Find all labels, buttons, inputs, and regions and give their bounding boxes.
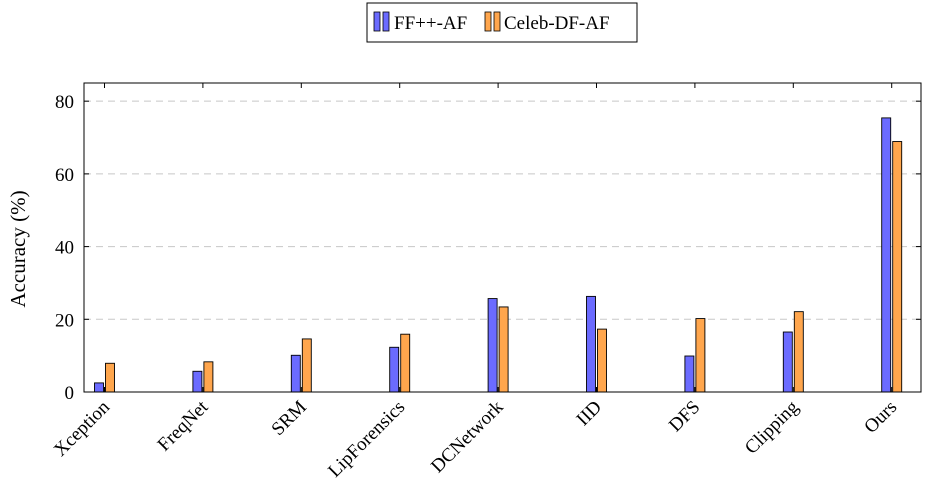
bar-ffpp-af [881, 117, 892, 393]
legend-swatch-ffpp-af [373, 11, 381, 32]
bar-ffpp-af [487, 298, 498, 393]
bar-celeb-df-af [793, 311, 804, 393]
gridlines [84, 100, 921, 320]
legend-label-celeb-df-af: Celeb-DF-AF [504, 13, 610, 34]
y-axis-title: Accuracy (%) [6, 190, 30, 307]
x-tick-label: FreqNet [154, 396, 213, 455]
bar-ffpp-af [290, 354, 301, 393]
y-tick-label: 80 [55, 92, 74, 113]
bar-ffpp-af [586, 295, 596, 393]
bar-ffpp-af [684, 355, 695, 393]
plot-frame [83, 82, 922, 393]
x-tick-label: Clipping [741, 396, 803, 458]
x-tick-label: LipForensics [324, 397, 409, 482]
bar-celeb-df-af [203, 361, 214, 393]
y-tick-label: 60 [55, 165, 74, 186]
bar-celeb-df-af [498, 306, 509, 393]
x-tick-label: SRM [268, 397, 311, 440]
x-tick-label: DFS [665, 397, 704, 436]
y-tick-label: 40 [55, 238, 74, 259]
bar-ffpp-af [94, 382, 104, 393]
legend-box [366, 2, 638, 43]
legend: FF++-AF Celeb-DF-AF [366, 2, 638, 43]
legend-label-ffpp-af: FF++-AF [394, 13, 467, 34]
y-axis-ticks: 0 20 40 60 80 [55, 92, 921, 404]
bars [94, 117, 903, 393]
legend-swatch-celeb-df-af [484, 11, 492, 32]
bar-celeb-df-af [695, 318, 706, 393]
y-tick-label: 20 [55, 310, 74, 331]
bar-ffpp-af [192, 370, 203, 393]
legend-swatch-celeb-df-af [493, 11, 501, 32]
bar-celeb-df-af [105, 362, 115, 393]
bar-celeb-df-af [301, 338, 312, 393]
bar-celeb-df-af [892, 141, 903, 393]
y-tick-label: 0 [65, 383, 75, 404]
bar-celeb-df-af [597, 328, 607, 393]
bar-ffpp-af [782, 331, 793, 393]
x-axis-ticks: Xception FreqNet SRM LipForensics DCNetwork I… [50, 83, 901, 482]
x-tick-label: Ours [860, 397, 901, 438]
x-tick-label: DCNetwork [427, 396, 508, 477]
legend-swatch-ffpp-af [382, 11, 390, 32]
x-tick-label: Xception [50, 396, 114, 460]
x-tick-label: IID [573, 397, 607, 431]
bar-ffpp-af [389, 346, 400, 393]
bar-celeb-df-af [400, 333, 411, 393]
